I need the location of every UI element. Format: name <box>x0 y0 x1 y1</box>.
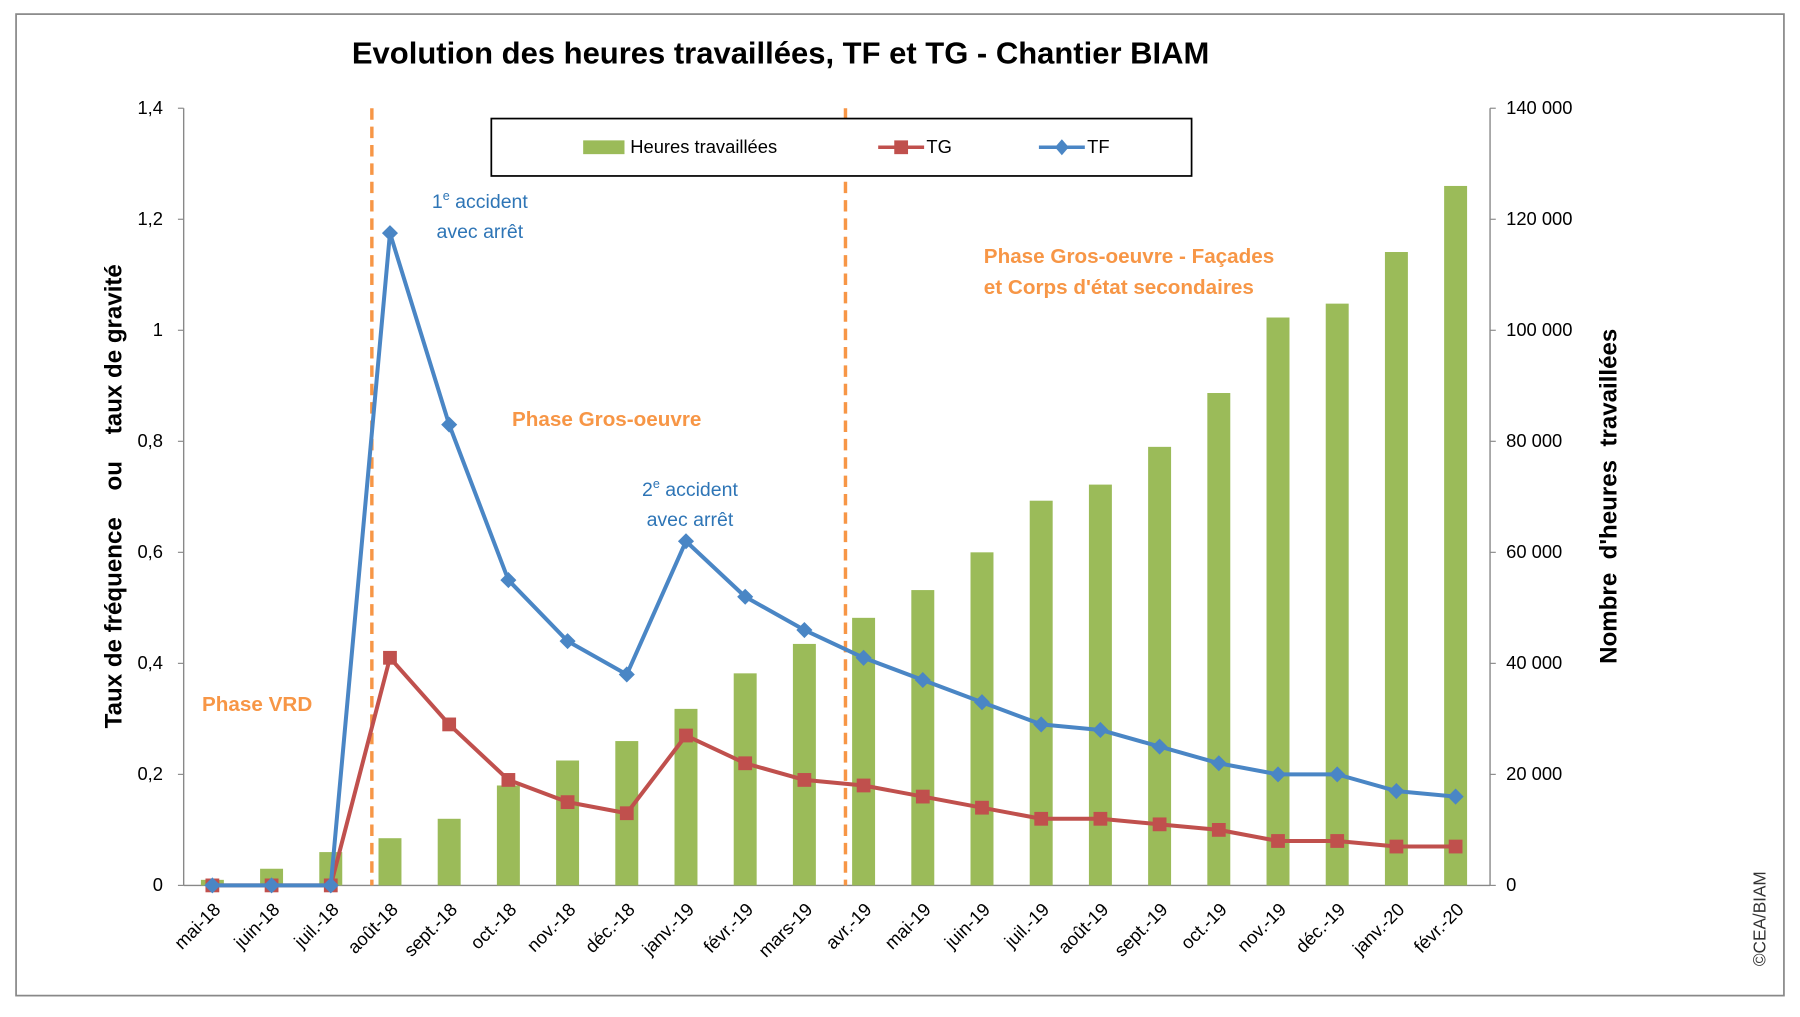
y-tick-label-right: 140 000 <box>1506 97 1572 118</box>
bar-heures-travaillees <box>437 818 461 886</box>
point-tg <box>560 795 575 810</box>
point-tg <box>975 800 989 815</box>
annotations: Phase VRD Phase Gros-oeuvre Phase Gros-o… <box>202 245 1274 716</box>
point-tf <box>1210 755 1227 772</box>
y-tick-label-right: 120 000 <box>1506 208 1572 229</box>
line-tf <box>212 231 1456 888</box>
y-tick-label-left: 0,6 <box>137 541 163 562</box>
bar-heures-travaillees <box>970 552 994 886</box>
y-tick-label-left: 1,4 <box>137 97 163 118</box>
bar-heures-travaillees <box>556 760 580 886</box>
point-tf <box>1447 788 1464 805</box>
line-tg <box>212 655 1456 888</box>
point-tg <box>1271 834 1285 848</box>
y-tick-label-right: 60 000 <box>1506 541 1562 562</box>
annotation-phase-facades-1: Phase Gros-oeuvre - Façades <box>984 245 1274 268</box>
point-tf <box>1269 766 1287 783</box>
accident-annotations: 1e accident avec arrêt 2e accident avec … <box>432 189 739 531</box>
bar-heures-travaillees <box>852 617 876 886</box>
legend-label-heures: Heures travaillées <box>630 136 777 157</box>
legend-marker-tg <box>894 140 909 155</box>
bar-heures-travaillees <box>674 708 698 886</box>
point-tf <box>441 416 458 433</box>
point-tg <box>915 789 930 804</box>
bar-heures-travaillees <box>733 673 757 886</box>
y-tick-label-right: 40 000 <box>1506 652 1562 673</box>
point-tg <box>501 773 516 787</box>
point-tg <box>1389 839 1404 854</box>
y-tick-label-left: 0,8 <box>137 430 163 451</box>
y-tick-label-right: 80 000 <box>1506 430 1562 451</box>
point-tf <box>914 671 931 689</box>
point-tg <box>442 717 457 732</box>
annotation-accident-1: 1e accident <box>432 189 529 213</box>
legend-marker-tf <box>1054 139 1069 156</box>
bar-heures-travaillees <box>1384 252 1408 886</box>
bar-heures-travaillees <box>378 838 402 886</box>
bar-heures-travaillees <box>911 590 935 886</box>
bar-heures-travaillees <box>1266 317 1290 886</box>
legend: Heures travaillées TG TF <box>490 117 1193 177</box>
y-tick-label-left: 0 <box>153 874 163 895</box>
y-tick-label-left: 0,4 <box>137 652 163 673</box>
point-tf <box>1329 766 1346 783</box>
point-tg <box>738 756 753 771</box>
y-tick-label-left: 0,2 <box>137 763 163 784</box>
point-tf <box>855 649 872 666</box>
annotation-phase-vrd: Phase VRD <box>202 693 312 716</box>
point-tf <box>1151 738 1168 755</box>
point-tg <box>1093 811 1108 826</box>
annotation-accident-2-line2: avec arrêt <box>647 509 734 531</box>
y-tick-label-right: 0 <box>1506 874 1516 895</box>
bar-heures-travaillees <box>1207 393 1231 886</box>
chart-frame <box>15 13 1785 997</box>
annotation-phase-facades-2: et Corps d'état secondaires <box>984 276 1254 299</box>
bar-heures-travaillees <box>1444 185 1468 886</box>
point-tg <box>679 728 693 743</box>
point-tf <box>973 694 991 711</box>
annotation-phase-gros-oeuvre: Phase Gros-oeuvre <box>512 408 701 431</box>
point-tg <box>1034 811 1049 826</box>
bar-heures-travaillees <box>792 643 816 886</box>
y-tick-label-right: 100 000 <box>1506 319 1572 340</box>
bar-heures-travaillees <box>1325 303 1349 886</box>
y-axis-right-label: Nombre d'heures travaillées <box>1595 329 1622 664</box>
y-axis-left-label: Taux de fréquence ou taux de gravité <box>101 264 128 728</box>
point-tf <box>322 877 339 894</box>
legend-label-tg: TG <box>926 136 951 157</box>
legend-swatch-heures <box>583 140 625 155</box>
point-tf <box>204 877 221 894</box>
bar-heures-travaillees <box>1088 484 1112 886</box>
bar-heures-travaillees <box>1148 446 1172 886</box>
chart-title: Evolution des heures travaillées, TF et … <box>352 35 1209 70</box>
y-tick-label-left: 1,2 <box>137 208 163 229</box>
point-tg <box>619 806 634 821</box>
point-tf <box>1033 716 1050 733</box>
annotation-accident-1-line2: avec arrêt <box>436 221 523 243</box>
point-tf <box>500 572 517 589</box>
point-tf <box>1388 782 1405 800</box>
point-tg <box>1330 834 1345 848</box>
point-tg <box>1448 839 1463 854</box>
point-tg <box>856 778 871 793</box>
copyright: ©CEA/BIAM <box>1750 871 1770 966</box>
bar-heures-travaillees <box>1029 500 1053 886</box>
point-tf <box>618 666 635 683</box>
point-tf <box>381 225 399 242</box>
point-tg <box>383 650 397 665</box>
point-tg <box>797 773 812 787</box>
point-tg <box>1152 817 1167 832</box>
annotation-accident-2: 2e accident <box>642 477 739 501</box>
point-tg <box>1211 823 1226 837</box>
legend-label-tf: TF <box>1087 136 1109 157</box>
y-tick-label-right: 20 000 <box>1506 763 1562 784</box>
bar-heures-travaillees <box>496 785 520 886</box>
point-tf <box>263 877 280 894</box>
y-tick-label-left: 1 <box>153 319 163 340</box>
